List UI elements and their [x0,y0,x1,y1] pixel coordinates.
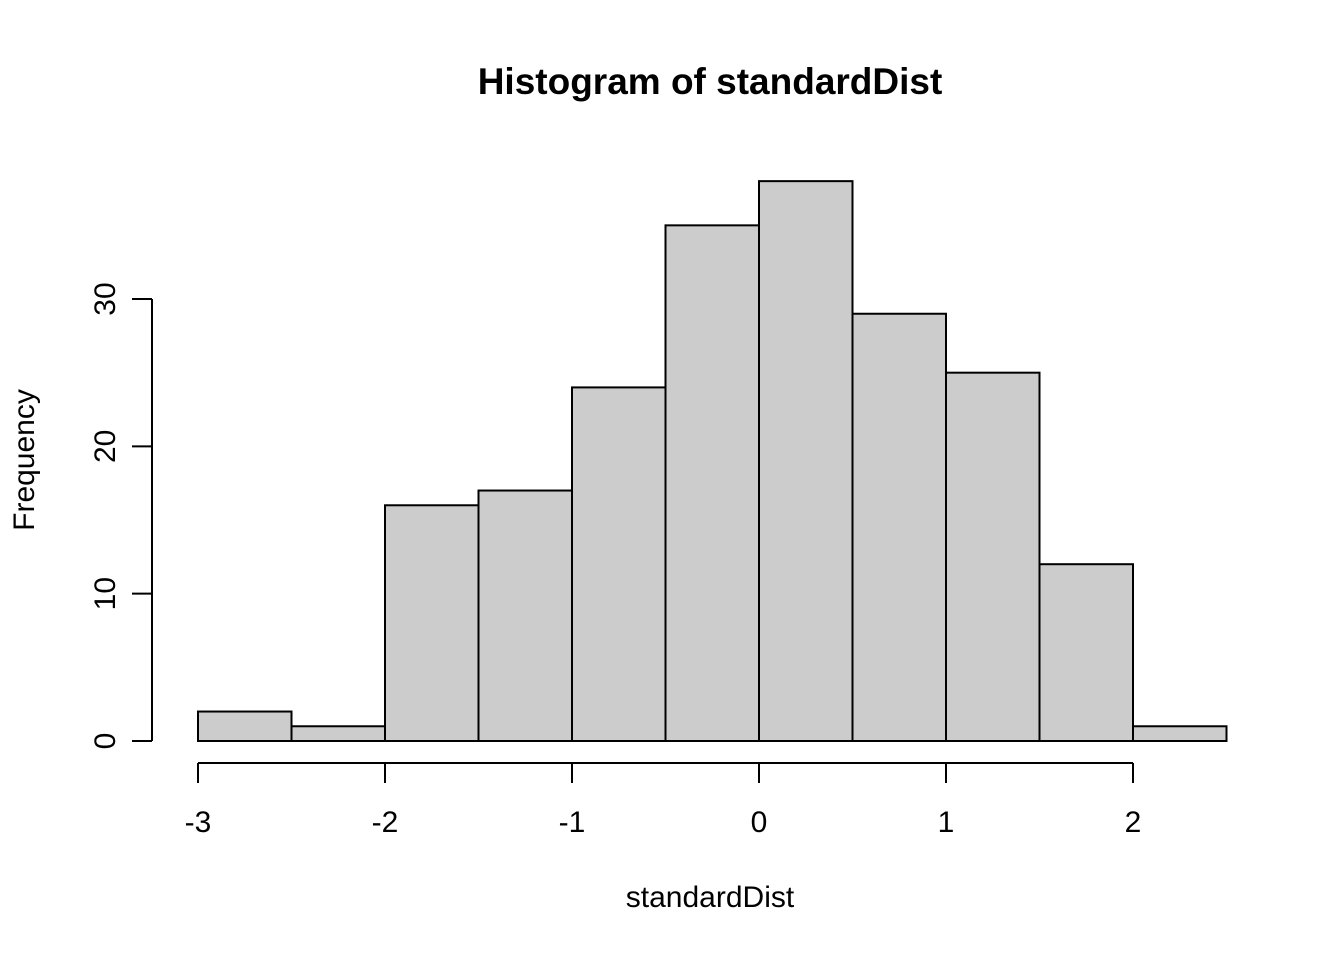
x-axis-title: standardDist [626,881,795,914]
y-axis-tick-label: 30 [89,282,122,315]
x-axis-tick-label: 1 [938,806,955,839]
histogram-bar [197,710,293,742]
y-axis: 0 10 20 30 [89,282,153,750]
histogram-bar [1038,563,1134,742]
histogram-bar [290,725,386,743]
y-axis-tick-label: 10 [89,577,122,610]
bars-layer [197,180,1228,743]
x-axis-tick-label: 0 [751,806,768,839]
y-axis-tick-label: 20 [89,430,122,463]
histogram-bar [758,180,854,742]
x-axis: -3 -2 -1 0 1 2 [185,762,1142,839]
histogram-bar [477,489,573,742]
x-axis-tick-label: -2 [372,806,399,839]
chart-title: Histogram of standardDist [478,61,943,102]
x-axis-tick-label: -1 [559,806,586,839]
y-axis-title: Frequency [8,389,41,531]
histogram-bar [664,224,760,743]
x-axis-tick-label: -3 [185,806,212,839]
histogram-bar [1132,725,1228,743]
x-axis-tick-label: 2 [1125,806,1142,839]
y-axis-tick-label: 0 [89,733,122,750]
histogram-bar [851,312,947,742]
histogram-bar [384,504,480,742]
histogram-bar [571,386,667,742]
histogram-bar [945,371,1041,742]
